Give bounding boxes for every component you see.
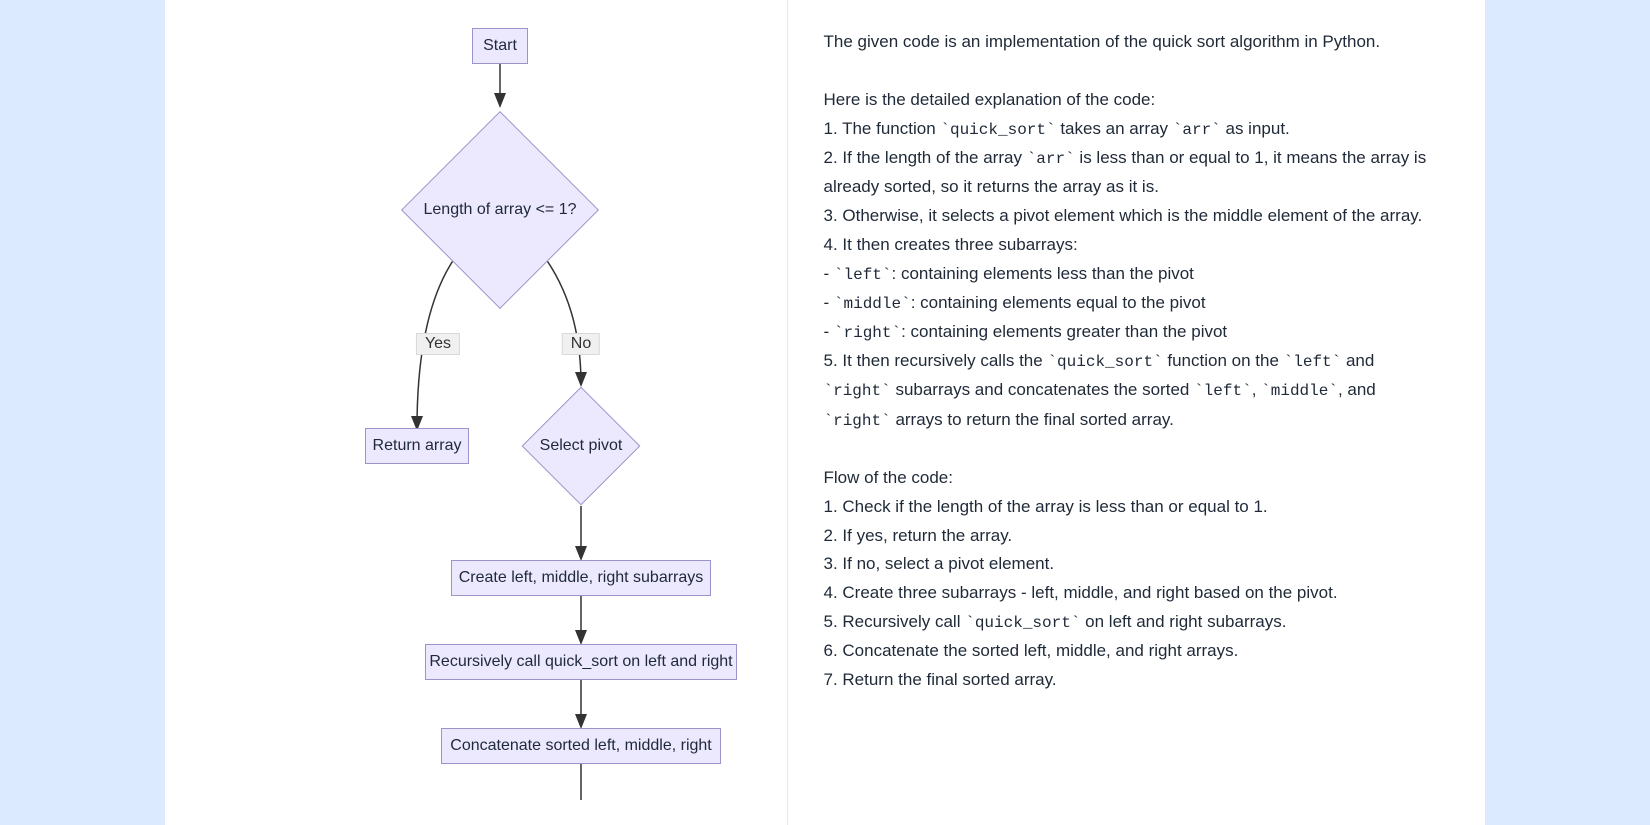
explanation-line: 7. Return the final sorted array. (824, 666, 1446, 695)
code-span: `right` (834, 324, 901, 342)
flowchart: StartLength of array <= 1?Return arraySe… (165, 0, 787, 825)
flowchart-panel: StartLength of array <= 1?Return arraySe… (165, 0, 788, 825)
explanation-line: - `left`: containing elements less than … (824, 260, 1446, 289)
explanation-line: - `middle`: containing elements equal to… (824, 289, 1446, 318)
explanation-line: 4. Create three subarrays - left, middle… (824, 579, 1446, 608)
code-span: `quick_sort` (1047, 353, 1162, 371)
code-span: `middle` (834, 295, 911, 313)
flowchart-edge-label-no: No (562, 333, 600, 355)
code-span: `arr` (1173, 121, 1221, 139)
code-span: `left` (834, 266, 892, 284)
page-container: StartLength of array <= 1?Return arraySe… (0, 0, 1650, 825)
flowchart-edge-label-yes: Yes (416, 333, 460, 355)
explanation-line: 3. Otherwise, it selects a pivot element… (824, 202, 1446, 231)
explanation-panel: The given code is an implementation of t… (788, 0, 1486, 825)
explanation-line: The given code is an implementation of t… (824, 28, 1446, 57)
flowchart-edges (165, 0, 787, 825)
explanation-line: 4. It then creates three subarrays: (824, 231, 1446, 260)
flowchart-node-return: Return array (365, 428, 469, 464)
explanation-line: Flow of the code: (824, 464, 1446, 493)
explanation-line: Here is the detailed explanation of the … (824, 86, 1446, 115)
code-span: `right` (824, 412, 891, 430)
flowchart-node-subarrays: Create left, middle, right subarrays (451, 560, 711, 596)
explanation-line: 1. Check if the length of the array is l… (824, 493, 1446, 522)
explanation-line: 5. Recursively call `quick_sort` on left… (824, 608, 1446, 637)
flowchart-node-pivot (522, 387, 641, 506)
flowchart-node-start: Start (472, 28, 528, 64)
explanation-line: - `right`: containing elements greater t… (824, 318, 1446, 347)
flowchart-node-concat: Concatenate sorted left, middle, right (441, 728, 721, 764)
explanation-line: 2. If the length of the array `arr` is l… (824, 144, 1446, 202)
explanation-line: 5. It then recursively calls the `quick_… (824, 347, 1446, 435)
flowchart-edge-2 (536, 246, 581, 384)
code-span: `left` (1194, 382, 1252, 400)
explanation-line: 1. The function `quick_sort` takes an ar… (824, 115, 1446, 144)
code-span: `left` (1284, 353, 1342, 371)
explanation-line (824, 57, 1446, 86)
flowchart-node-recurse: Recursively call quick_sort on left and … (425, 644, 737, 680)
code-span: `quick_sort` (965, 614, 1080, 632)
flowchart-node-cond (401, 111, 599, 309)
code-span: `arr` (1027, 150, 1075, 168)
explanation-line (824, 435, 1446, 464)
explanation-line: 2. If yes, return the array. (824, 522, 1446, 551)
explanation-line: 6. Concatenate the sorted left, middle, … (824, 637, 1446, 666)
explanation-line: 3. If no, select a pivot element. (824, 550, 1446, 579)
code-span: `right` (824, 382, 891, 400)
code-span: `quick_sort` (940, 121, 1055, 139)
code-span: `middle` (1261, 382, 1338, 400)
